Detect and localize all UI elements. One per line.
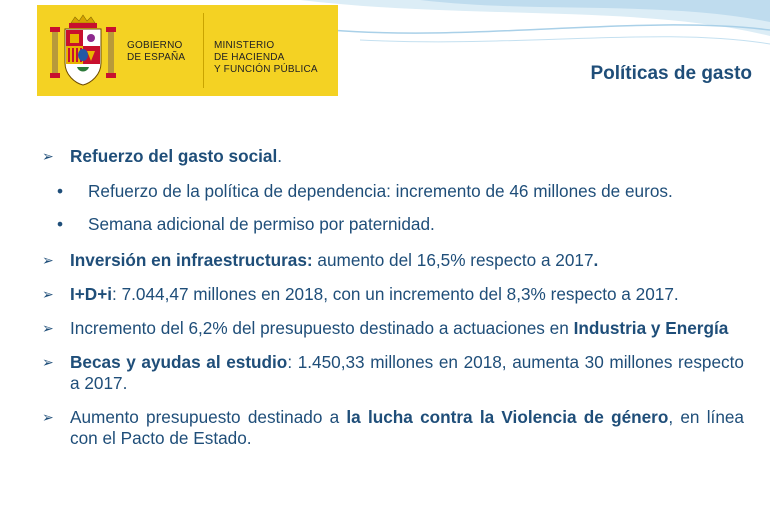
bullet-heading: I+D+i — [70, 284, 113, 304]
bullet-text: Incremento del 6,2% del presupuesto dest… — [70, 318, 574, 338]
dot-bullet-icon: • — [57, 214, 64, 234]
subbullet-text: Semana adicional de permiso por paternid… — [88, 214, 435, 234]
arrow-bullet-icon: ➢ — [42, 354, 54, 370]
bullet-text: aumento del 16,5% respecto a 2017 — [312, 250, 594, 270]
gobierno-text: GOBIERNO DE ESPAÑA — [127, 40, 185, 64]
bullet-text: . — [277, 146, 283, 166]
subbullet-paternidad: • Semana adicional de permiso por patern… — [42, 214, 744, 235]
subbullet-dependencia: • Refuerzo de la política de dependencia… — [42, 181, 744, 202]
ministerio-line-3: Y FUNCIÓN PÚBLICA — [214, 64, 318, 75]
bullet-heading: Becas y ayudas al estudio — [70, 352, 288, 372]
bullet-gasto-social: ➢ Refuerzo del gasto social. — [42, 146, 744, 167]
bullet-idi: ➢ I+D+i: 7.044,47 millones en 2018, con … — [42, 284, 744, 305]
logo-divider — [203, 13, 204, 88]
bullet-text: Aumento presupuesto destinado a — [70, 407, 347, 427]
bullet-industria: ➢ Incremento del 6,2% del presupuesto de… — [42, 318, 744, 339]
ministerio-text: MINISTERIO DE HACIENDA Y FUNCIÓN PÚBLICA — [214, 40, 318, 76]
arrow-bullet-icon: ➢ — [42, 409, 54, 425]
bullet-text: : 7.044,47 millones en 2018, con un incr… — [112, 284, 679, 304]
bullet-heading: Refuerzo del gasto social — [70, 146, 278, 166]
arrow-bullet-icon: ➢ — [42, 252, 54, 268]
dot-bullet-icon: • — [57, 181, 64, 201]
bullet-heading: Industria y Energía — [573, 318, 729, 338]
bullet-heading: Inversión en infraestructuras: — [70, 250, 313, 270]
government-logo: GOBIERNO DE ESPAÑA MINISTERIO DE HACIEND… — [37, 5, 338, 96]
bullet-violencia-genero: ➢ Aumento presupuesto destinado a la luc… — [42, 407, 744, 449]
subbullet-text: Refuerzo de la política de dependencia: … — [88, 181, 673, 201]
coat-of-arms-icon — [50, 14, 116, 86]
bullet-heading: la lucha contra la Violencia de género — [346, 407, 669, 427]
bullet-text-end: , en línea con el Pacto de Estado. — [70, 407, 744, 448]
bullet-infraestructuras: ➢ Inversión en infraestructuras: aumento… — [42, 250, 744, 271]
gobierno-line-1: GOBIERNO — [127, 40, 183, 51]
arrow-bullet-icon: ➢ — [42, 148, 54, 164]
ministerio-line-2: DE HACIENDA — [214, 52, 285, 63]
header-waves — [300, 0, 770, 45]
ministerio-line-1: MINISTERIO — [214, 40, 275, 51]
arrow-bullet-icon: ➢ — [42, 286, 54, 302]
page-title: Políticas de gasto — [590, 63, 752, 84]
bullet-end-mark: . — [593, 250, 599, 270]
arrow-bullet-icon: ➢ — [42, 320, 54, 336]
bullet-list: ➢ Refuerzo del gasto social. • Refuerzo … — [42, 146, 744, 449]
bullet-text: : 1.450,33 millones en 2018, aumenta 30 … — [70, 352, 744, 393]
bullet-becas: ➢ Becas y ayudas al estudio: 1.450,33 mi… — [42, 352, 744, 394]
gobierno-line-2: DE ESPAÑA — [127, 52, 186, 63]
